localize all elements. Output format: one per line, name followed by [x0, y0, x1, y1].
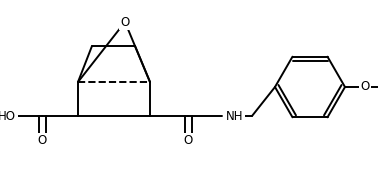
Text: HO: HO	[0, 109, 16, 122]
Text: O: O	[37, 135, 46, 148]
Text: O: O	[183, 135, 193, 148]
Text: O: O	[120, 15, 130, 29]
Text: NH: NH	[226, 109, 243, 122]
Text: O: O	[360, 81, 370, 93]
